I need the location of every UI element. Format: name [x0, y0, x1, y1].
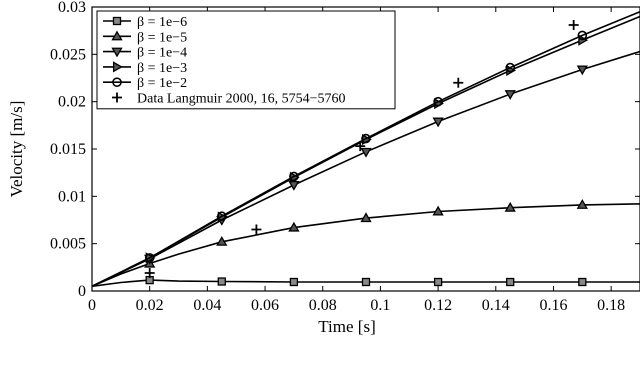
legend-box	[96, 10, 396, 110]
y-tick-label: 0.005	[50, 236, 86, 253]
data-point	[216, 211, 227, 222]
series-line	[92, 10, 640, 288]
y-tick-label: 0.015	[50, 141, 86, 158]
legend: β = 1e−6β = 1e−5β = 1e−4β = 1e−3β = 1e−2…	[96, 10, 396, 110]
y-tick-label: 0	[78, 283, 86, 300]
legend-marker	[112, 77, 122, 87]
data-point	[361, 133, 371, 144]
data-point	[576, 65, 588, 76]
y-tick-label: 0.03	[58, 0, 86, 16]
x-tick-label: 0.18	[597, 297, 625, 314]
x-tick-label: 0.14	[482, 297, 510, 314]
x-tick-label: 0.16	[539, 297, 567, 314]
x-tick-label: 0.1	[370, 297, 390, 314]
data-point	[433, 277, 443, 287]
y-axis-title: Velocity [m/s]	[7, 101, 26, 198]
data-point	[578, 277, 587, 287]
data-point	[289, 277, 299, 287]
data-point	[432, 205, 444, 216]
ticks-layer: 0 0.02 0.04 0.06 0.08 0.1 0.12 0.14 0.16 0.18 0 0.0…	[50, 0, 640, 314]
y-tick-label: 0.025	[50, 46, 86, 63]
data-point	[144, 268, 155, 279]
legend-marker	[112, 16, 122, 26]
legend-label: β = 1e−6	[137, 15, 187, 30]
legend-label: Data Langmuir 2000, 16, 5754−5760	[137, 92, 346, 107]
data-point	[288, 180, 300, 191]
legend-marker	[112, 92, 122, 103]
data-point	[216, 235, 228, 246]
y-tick-label: 0.02	[58, 94, 86, 111]
legend-label: β = 1e−4	[137, 46, 187, 61]
legend-marker	[112, 61, 123, 73]
data-point	[432, 117, 444, 128]
x-tick-label: 0.12	[424, 297, 452, 314]
data-point	[217, 277, 226, 286]
data-point	[361, 277, 371, 287]
series-layer	[92, 10, 640, 288]
x-tick-label: 0.06	[251, 297, 279, 314]
legend-label: β = 1e−2	[137, 76, 187, 91]
series-0	[92, 275, 640, 288]
x-tick-label: 0.08	[309, 297, 337, 314]
x-tick-label: 0.02	[136, 297, 164, 314]
data-point	[506, 277, 515, 287]
x-axis-title: Time [s]	[318, 317, 375, 336]
legend-marker	[111, 47, 123, 58]
x-tick-label: 0.04	[193, 297, 221, 314]
data-point	[577, 30, 588, 41]
legend-marker	[111, 30, 123, 41]
data-point	[453, 77, 464, 88]
legend-label: β = 1e−5	[137, 30, 187, 45]
data-point	[504, 201, 516, 212]
data-point	[144, 253, 155, 263]
series-4	[92, 10, 640, 288]
data-point	[360, 212, 372, 223]
data-point	[355, 141, 366, 152]
data-point	[568, 19, 579, 30]
x-tick-label: 0	[88, 297, 96, 314]
data-point	[505, 62, 516, 73]
data-point	[288, 221, 300, 232]
data-point	[504, 90, 516, 100]
data-point	[251, 224, 262, 235]
data-point	[433, 96, 443, 107]
data-point	[360, 147, 372, 158]
legend-label: β = 1e−3	[137, 61, 187, 76]
series-5	[144, 19, 579, 279]
y-tick-label: 0.01	[58, 188, 86, 205]
data-point	[289, 171, 299, 182]
data-point	[576, 199, 588, 209]
